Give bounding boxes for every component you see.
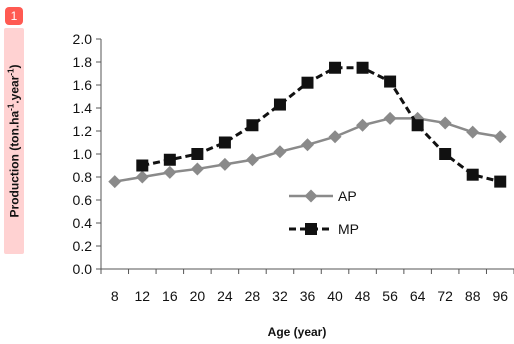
series-point-mp bbox=[384, 75, 397, 88]
series-point-ap bbox=[383, 111, 397, 125]
series-point-mp bbox=[136, 159, 149, 172]
series-point-mp bbox=[329, 61, 342, 74]
legend: AP MP bbox=[289, 188, 359, 237]
legend-marker-mp bbox=[305, 223, 317, 235]
series-point-ap bbox=[190, 162, 204, 176]
y-axis-label-highlight bbox=[4, 28, 24, 254]
axes: 0.0 0.2 0.4 0.6 0.8 1.0 1.2 1.4 1.6 1.8 2.0 8 12 16 20… bbox=[73, 31, 514, 304]
series-point-mp bbox=[218, 136, 231, 149]
x-tick-label: 16 bbox=[162, 288, 178, 304]
series-point-ap bbox=[273, 145, 287, 159]
series-point-ap bbox=[493, 130, 507, 144]
series-point-mp bbox=[466, 168, 479, 181]
y-tick-label: 1.2 bbox=[73, 123, 93, 139]
y-tick-label: 1.4 bbox=[73, 100, 93, 116]
series-point-mp bbox=[439, 148, 452, 160]
series-point-mp bbox=[411, 119, 424, 132]
x-tick-label: 72 bbox=[437, 288, 453, 304]
y-tick-label: 0.2 bbox=[73, 238, 93, 254]
y-tick-label: 0.6 bbox=[73, 192, 93, 208]
series-point-ap bbox=[108, 175, 122, 189]
series-point-ap bbox=[218, 157, 232, 171]
series-point-mp bbox=[191, 148, 204, 160]
legend-label-mp: MP bbox=[338, 221, 359, 237]
series-point-ap bbox=[135, 170, 149, 184]
x-axis-label: Age (year) bbox=[268, 325, 327, 339]
x-tick-label: 88 bbox=[465, 288, 481, 304]
y-tick-label: 2.0 bbox=[73, 31, 93, 47]
y-tick-label: 0.8 bbox=[73, 169, 93, 185]
y-tick-label: 1.6 bbox=[73, 77, 93, 93]
series-point-mp bbox=[246, 119, 259, 132]
series-point-ap bbox=[328, 130, 342, 144]
series-point-ap bbox=[245, 153, 259, 167]
y-tick-label: 0.4 bbox=[73, 215, 93, 231]
legend-marker-ap bbox=[304, 189, 318, 203]
y-tick-label: 1.8 bbox=[73, 54, 93, 70]
x-tick-label: 28 bbox=[245, 288, 261, 304]
x-tick-label: 48 bbox=[355, 288, 371, 304]
series-point-mp bbox=[163, 153, 176, 166]
x-tick-label: 20 bbox=[190, 288, 206, 304]
series-point-mp bbox=[273, 98, 286, 111]
x-tick-label: 56 bbox=[382, 288, 398, 304]
x-tick-label: 12 bbox=[135, 288, 151, 304]
x-tick-label: 96 bbox=[492, 288, 508, 304]
y-tick-label: 0.0 bbox=[73, 261, 93, 277]
series-point-ap bbox=[356, 118, 370, 132]
legend-label-ap: AP bbox=[338, 188, 357, 204]
x-tick-label: 32 bbox=[272, 288, 288, 304]
x-tick-label: 24 bbox=[217, 288, 233, 304]
series-point-mp bbox=[494, 175, 507, 188]
series-point-mp bbox=[356, 61, 369, 74]
series-point-ap bbox=[163, 165, 177, 179]
x-tick-label: 8 bbox=[111, 288, 119, 304]
series-point-ap bbox=[301, 138, 314, 152]
series-point-ap bbox=[466, 125, 480, 139]
series-layer bbox=[108, 61, 507, 189]
figure-badge: 1 bbox=[5, 7, 23, 25]
x-tick-label: 36 bbox=[300, 288, 316, 304]
x-tick-label: 64 bbox=[410, 288, 426, 304]
series-point-mp bbox=[301, 76, 314, 89]
x-tick-label: 40 bbox=[327, 288, 343, 304]
series-point-ap bbox=[438, 116, 452, 130]
y-tick-label: 1.0 bbox=[73, 146, 93, 162]
